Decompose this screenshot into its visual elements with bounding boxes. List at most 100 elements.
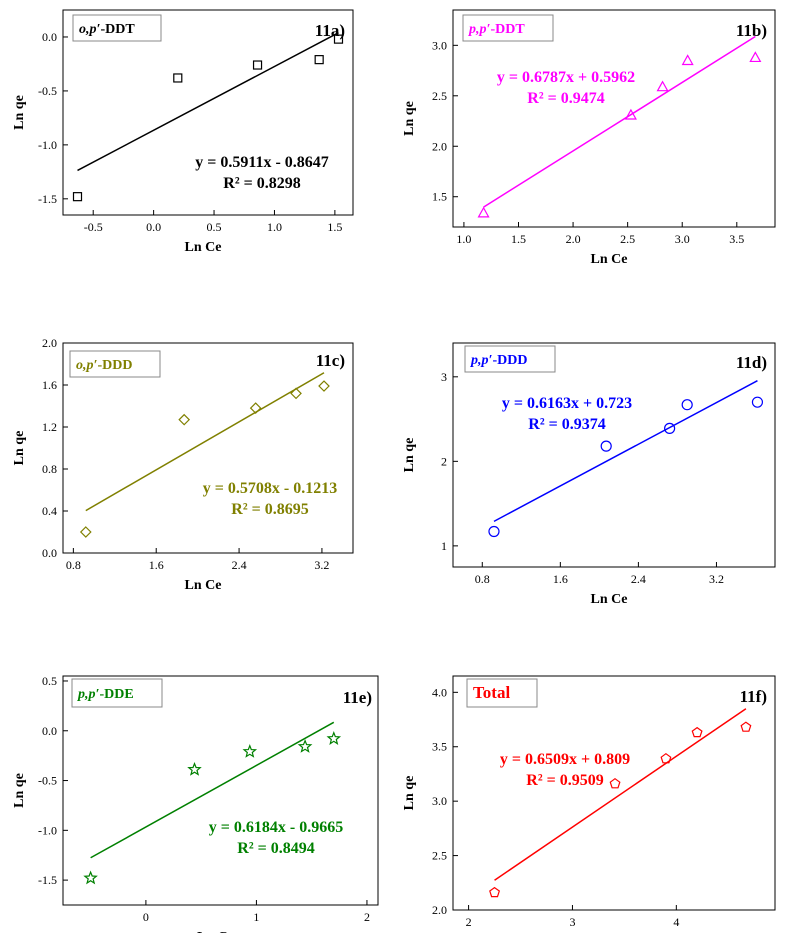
legend-box bbox=[466, 678, 538, 708]
y-axis-label: Ln qe bbox=[402, 776, 417, 811]
data-point bbox=[656, 80, 669, 92]
x-tick-label: 3 bbox=[569, 915, 575, 929]
y-tick-label: 0.4 bbox=[42, 504, 57, 518]
y-tick-label: 0.0 bbox=[42, 546, 57, 560]
y-tick-label: 3.0 bbox=[432, 794, 447, 808]
data-point bbox=[297, 739, 313, 753]
panel-label: 11a) bbox=[315, 21, 345, 40]
y-tick-label: 1.2 bbox=[42, 420, 57, 434]
y-tick-label: 2 bbox=[441, 454, 447, 468]
legend-label: p,p′-DDD bbox=[470, 353, 527, 368]
fit-line bbox=[77, 32, 339, 172]
y-tick-label: -1.0 bbox=[38, 138, 57, 152]
legend-label: p,p′-DDE bbox=[77, 687, 134, 702]
data-point bbox=[488, 525, 500, 538]
legend-label-part: -DDE bbox=[99, 687, 133, 702]
x-tick-label: 0 bbox=[143, 910, 149, 924]
fit-equation: y = 0.6787x + 0.5962 bbox=[497, 69, 635, 86]
data-point bbox=[242, 744, 258, 758]
x-axis-label: Ln Ce bbox=[591, 252, 628, 267]
x-tick-label: 2 bbox=[466, 915, 472, 929]
x-tick-label: 2 bbox=[364, 910, 370, 924]
data-point bbox=[326, 731, 342, 745]
panel-label: 11c) bbox=[316, 351, 345, 370]
y-axis-label: Ln qe bbox=[402, 438, 417, 473]
x-tick-label: 4 bbox=[673, 915, 679, 929]
fit-line bbox=[493, 380, 758, 523]
y-tick-label: 2.5 bbox=[432, 89, 447, 103]
legend-label: o,p′-DDD bbox=[76, 358, 132, 373]
x-tick-label: 1.5 bbox=[327, 220, 342, 234]
fit-equation: y = 0.6509x + 0.809 bbox=[500, 751, 630, 768]
y-tick-label: -1.5 bbox=[38, 192, 57, 206]
data-point bbox=[624, 108, 637, 120]
y-tick-label: 1 bbox=[441, 539, 447, 553]
x-tick-label: 1.0 bbox=[456, 232, 471, 246]
panel-label: 11b) bbox=[736, 21, 767, 40]
data-point bbox=[72, 192, 83, 202]
panel-label: 11f) bbox=[740, 687, 767, 706]
x-tick-label: 0.0 bbox=[146, 220, 161, 234]
fit-equation: y = 0.6163x + 0.723 bbox=[502, 395, 632, 412]
legend-label-part: p,p′ bbox=[468, 22, 491, 37]
plot-frame bbox=[62, 342, 354, 554]
data-point bbox=[681, 399, 693, 411]
fit-equation: y = 0.5911x - 0.8647 bbox=[195, 154, 329, 171]
legend-label-part: p,p′ bbox=[77, 687, 100, 702]
x-tick-label: 1.5 bbox=[511, 232, 526, 246]
chart-panel-4: 0.8 1.6 2.4 3.2 1 2 3 Ln Ce Ln qe p,p′-DDD 11d) y =… bbox=[402, 342, 776, 607]
y-tick-label: 0.8 bbox=[42, 462, 57, 476]
legend-label-part: Total bbox=[473, 683, 510, 702]
r-squared: R² = 0.9509 bbox=[526, 772, 603, 789]
x-tick-label: 2.4 bbox=[631, 572, 646, 586]
data-point bbox=[318, 380, 330, 392]
data-point bbox=[477, 206, 490, 218]
x-axis-label: Ln Ce bbox=[591, 592, 628, 607]
plot-frame bbox=[452, 675, 776, 911]
fit-line bbox=[85, 372, 325, 512]
y-tick-label: 2.0 bbox=[432, 139, 447, 153]
y-tick-label: -0.5 bbox=[38, 774, 57, 788]
y-tick-label: 0.0 bbox=[42, 30, 57, 44]
x-axis-label: Ln Ce bbox=[185, 578, 222, 593]
data-point bbox=[333, 34, 344, 44]
y-tick-label: 3 bbox=[441, 370, 447, 384]
r-squared: R² = 0.8494 bbox=[237, 840, 314, 857]
y-tick-label: 0.0 bbox=[42, 724, 57, 738]
y-tick-label: 2.5 bbox=[432, 849, 447, 863]
legend-box bbox=[69, 350, 161, 378]
x-tick-label: 2.4 bbox=[232, 558, 247, 572]
data-point bbox=[660, 752, 672, 764]
chart-panel-3: 0.8 1.6 2.4 3.2 0.0 0.4 0.8 1.2 1.6 2.0 Ln Ce Ln qe… bbox=[12, 336, 354, 593]
y-axis-label: Ln qe bbox=[12, 431, 27, 466]
fit-line bbox=[494, 708, 747, 881]
data-point bbox=[173, 73, 183, 83]
legend-label-part: p,p′ bbox=[470, 353, 493, 368]
data-point bbox=[249, 402, 262, 414]
data-point bbox=[83, 870, 98, 885]
data-point bbox=[489, 886, 501, 898]
data-point bbox=[681, 54, 694, 66]
chart-panel-5: 0 1 2 -1.5 -1.0 -0.5 0.0 0.5 Ln Ce Ln qe p,p′-DDE 1… bbox=[12, 674, 379, 933]
legend-label: p,p′-DDT bbox=[468, 22, 525, 37]
y-tick-label: 1.6 bbox=[42, 378, 57, 392]
x-tick-label: 3.2 bbox=[709, 572, 724, 586]
legend-label: Total bbox=[473, 683, 510, 702]
panel-label: 11e) bbox=[343, 688, 372, 707]
y-tick-label: 2.0 bbox=[432, 903, 447, 917]
x-axis-label: Ln Ce bbox=[185, 240, 222, 255]
y-tick-label: 1.5 bbox=[432, 190, 447, 204]
x-tick-label: 2.0 bbox=[566, 232, 581, 246]
data-point bbox=[740, 721, 752, 732]
y-tick-label: 3.5 bbox=[432, 740, 447, 754]
legend-label-part: -DDT bbox=[100, 22, 135, 37]
r-squared: R² = 0.9474 bbox=[527, 90, 604, 107]
data-point bbox=[691, 726, 703, 738]
chart-panel-1: -0.5 0.0 0.5 1.0 1.5 -1.5 -1.0 -0.5 0.0 Ln Ce Ln q… bbox=[12, 9, 354, 255]
data-point bbox=[664, 422, 676, 434]
x-axis-label: Ln Ce bbox=[197, 930, 234, 933]
fit-line bbox=[90, 721, 335, 859]
fit-line bbox=[483, 35, 756, 208]
plot-frame bbox=[452, 9, 776, 228]
